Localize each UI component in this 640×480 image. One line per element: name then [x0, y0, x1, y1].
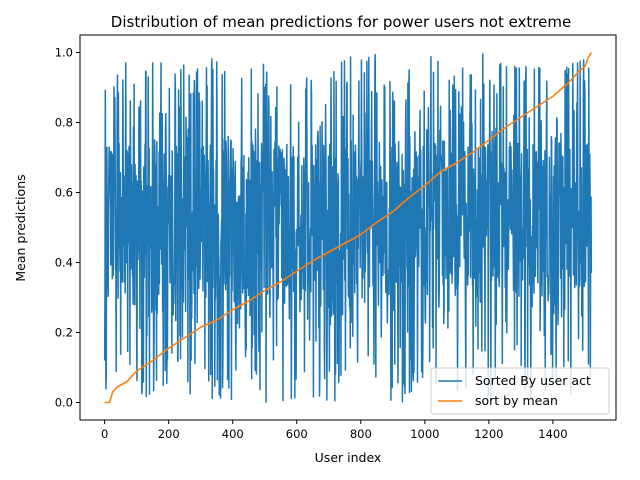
- y-tick-label: 1.0: [55, 46, 73, 60]
- series-line-sorted-by-user-act: [103, 53, 593, 403]
- axes-frame: [79, 34, 617, 421]
- y-tick-label: 0.2: [55, 326, 73, 340]
- y-tick-label: 0.4: [55, 256, 73, 270]
- y-tick-label: 0.6: [55, 186, 73, 200]
- y-axis-ticks: 0.0 0.2 0.4 0.6 0.8 1.0: [55, 46, 80, 410]
- x-axis-label: User index: [315, 450, 382, 465]
- x-tick-label: 800: [350, 427, 372, 441]
- x-tick-label: 600: [286, 427, 308, 441]
- x-axis-ticks: 0 200 400 600 800 1000 1200 1400: [101, 420, 568, 441]
- legend-box: [430, 367, 610, 415]
- legend-label-sort-by-mean: sort by mean: [475, 393, 558, 408]
- y-tick-label: 0.8: [55, 116, 73, 130]
- series-line-sort-by-mean: [104, 52, 593, 404]
- y-axis-label: Mean predictions: [13, 174, 28, 281]
- y-tick-label: 0.0: [55, 396, 73, 410]
- legend-label-sorted-by-user-act: Sorted By user act: [475, 373, 591, 388]
- chart-title: Distribution of mean predictions for pow…: [111, 13, 571, 31]
- legend: Sorted By user act sort by mean: [430, 367, 610, 415]
- x-tick-label: 200: [158, 427, 180, 441]
- x-tick-label: 400: [222, 427, 244, 441]
- x-tick-label: 1200: [474, 427, 503, 441]
- x-tick-label: 1400: [538, 427, 567, 441]
- x-tick-label: 1000: [410, 427, 439, 441]
- plot-area: [103, 52, 593, 404]
- x-tick-label: 0: [101, 427, 108, 441]
